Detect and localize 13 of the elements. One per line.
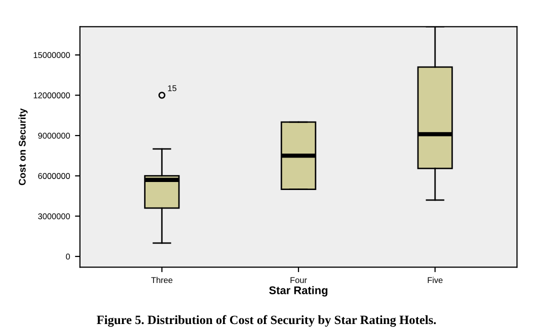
text: Figure 5. Distribution of Cost of Security by Star Rating Hotels. bbox=[96, 315, 436, 327]
y-tick-label: 9000000 bbox=[38, 132, 70, 139]
y-tick-label: 6000000 bbox=[38, 173, 70, 179]
annotation: 15 bbox=[168, 85, 176, 92]
x-tick-label: Three bbox=[151, 276, 172, 284]
x-tick-label: Five bbox=[428, 276, 443, 284]
y-axis-title: Cost on Security bbox=[18, 108, 28, 186]
x-tick-label: Four bbox=[290, 277, 307, 284]
y-tick-label: 12000000 bbox=[34, 92, 70, 98]
x-axis-title: Star Rating bbox=[269, 286, 328, 296]
y-tick-label: 0 bbox=[66, 254, 70, 260]
y-tick-label: 3000000 bbox=[38, 213, 70, 220]
y-tick-label: 15000000 bbox=[34, 52, 70, 58]
